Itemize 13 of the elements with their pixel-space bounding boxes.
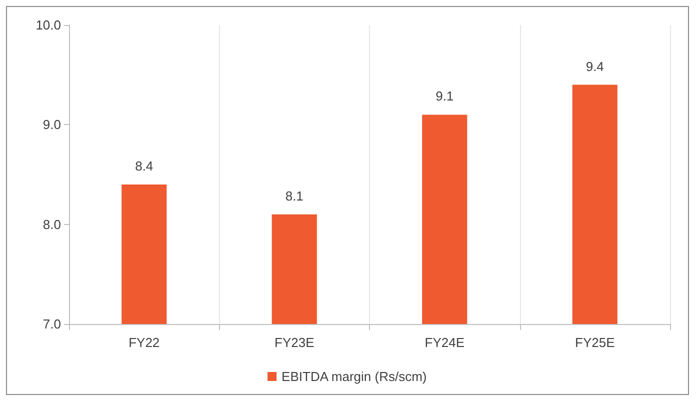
- y-tick-label: 8.0: [42, 216, 61, 232]
- y-tick-label: 9.0: [42, 117, 61, 132]
- y-tick-label: 10.0: [36, 18, 61, 32]
- data-label: 8.1: [285, 188, 304, 204]
- x-tick-label: FY23E: [274, 335, 315, 350]
- data-label: 9.4: [586, 58, 604, 74]
- data-label: 8.4: [135, 158, 154, 174]
- y-tick-label: 7.0: [42, 316, 61, 332]
- data-label: 9.1: [436, 88, 454, 104]
- x-tick-label: FY22: [128, 335, 160, 350]
- x-tick-label: FY24E: [424, 335, 465, 350]
- legend-label: EBITDA margin (Rs/scm): [282, 369, 427, 384]
- x-tick-label: FY25E: [575, 335, 616, 350]
